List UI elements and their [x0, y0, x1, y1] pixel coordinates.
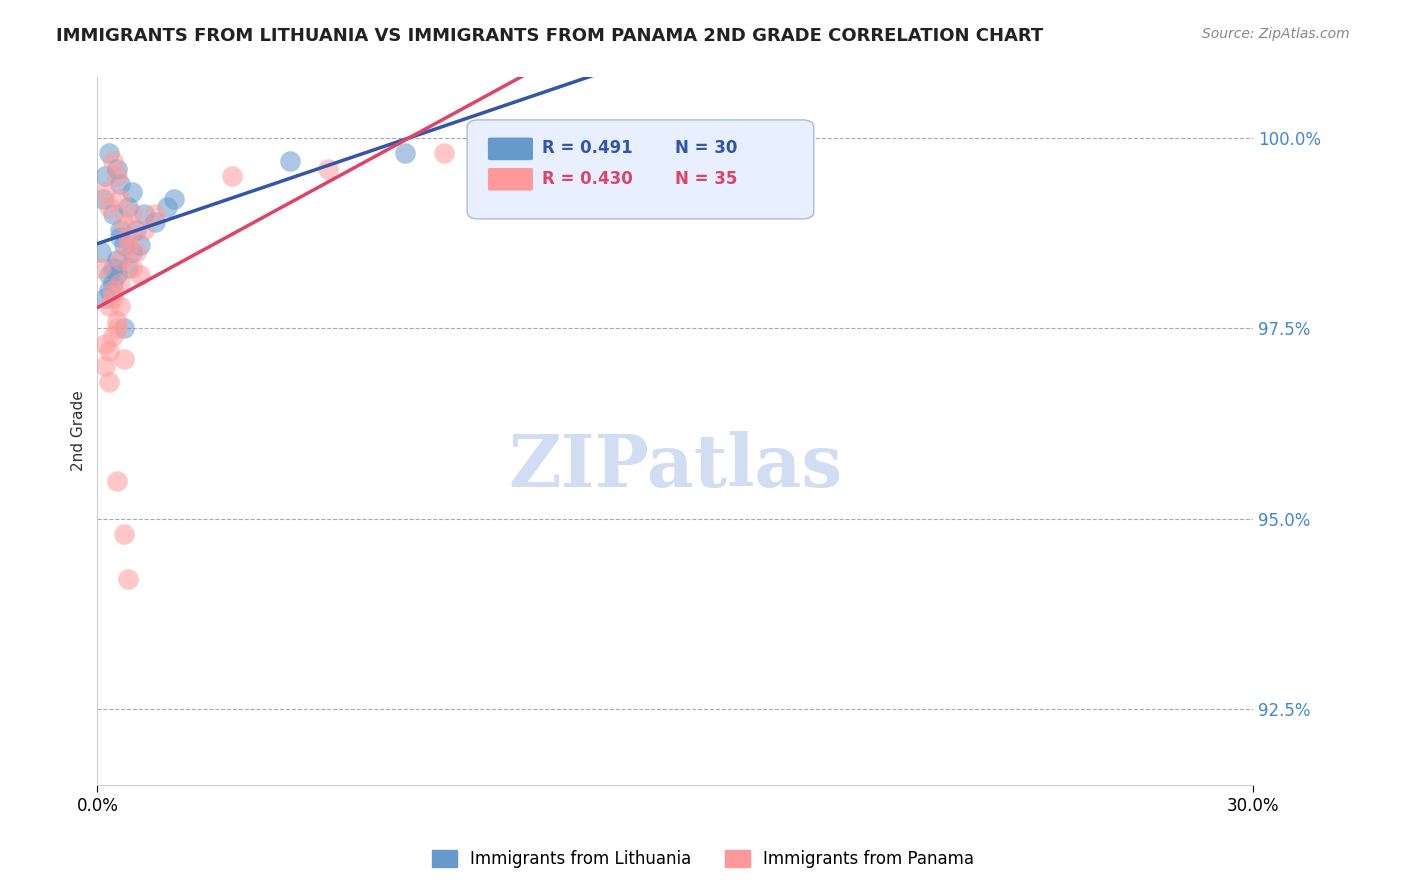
- Immigrants from Lithuania: [101, 260, 124, 275]
- FancyBboxPatch shape: [488, 137, 533, 161]
- Immigrants from Panama: [94, 359, 117, 374]
- Immigrants from Lithuania: [94, 169, 117, 184]
- Immigrants from Lithuania: [97, 284, 120, 298]
- Immigrants from Panama: [97, 299, 120, 313]
- Immigrants from Panama: [105, 474, 128, 488]
- Immigrants from Panama: [97, 344, 120, 359]
- Immigrants from Panama: [125, 245, 148, 260]
- Immigrants from Panama: [112, 215, 135, 229]
- Immigrants from Panama: [94, 185, 117, 199]
- Y-axis label: 2nd Grade: 2nd Grade: [72, 391, 86, 472]
- Immigrants from Lithuania: [105, 161, 128, 176]
- Immigrants from Lithuania: [117, 260, 139, 275]
- Immigrants from Lithuania: [125, 222, 148, 236]
- Immigrants from Lithuania: [105, 268, 128, 283]
- Immigrants from Panama: [128, 268, 150, 283]
- Immigrants from Lithuania: [128, 237, 150, 252]
- Immigrants from Panama: [121, 207, 143, 221]
- Immigrants from Lithuania: [110, 222, 132, 236]
- Text: R = 0.491: R = 0.491: [543, 139, 633, 157]
- Immigrants from Lithuania: [97, 146, 120, 161]
- Immigrants from Lithuania: [394, 146, 416, 161]
- Immigrants from Panama: [112, 351, 135, 366]
- Immigrants from Panama: [143, 207, 166, 221]
- Immigrants from Panama: [110, 192, 132, 206]
- Text: N = 35: N = 35: [675, 169, 738, 187]
- Immigrants from Panama: [221, 169, 243, 184]
- Immigrants from Panama: [101, 284, 124, 298]
- Text: N = 30: N = 30: [675, 139, 738, 157]
- Immigrants from Panama: [117, 237, 139, 252]
- Immigrants from Panama: [105, 314, 128, 328]
- Immigrants from Panama: [132, 222, 155, 236]
- FancyBboxPatch shape: [488, 168, 533, 191]
- Immigrants from Lithuania: [121, 245, 143, 260]
- Immigrants from Lithuania: [121, 185, 143, 199]
- Immigrants from Lithuania: [97, 268, 120, 283]
- Immigrants from Lithuania: [94, 291, 117, 305]
- Immigrants from Panama: [90, 260, 112, 275]
- Immigrants from Panama: [110, 299, 132, 313]
- Immigrants from Panama: [112, 526, 135, 541]
- Immigrants from Panama: [121, 260, 143, 275]
- Immigrants from Lithuania: [101, 207, 124, 221]
- Immigrants from Panama: [105, 169, 128, 184]
- Text: IMMIGRANTS FROM LITHUANIA VS IMMIGRANTS FROM PANAMA 2ND GRADE CORRELATION CHART: IMMIGRANTS FROM LITHUANIA VS IMMIGRANTS …: [56, 27, 1043, 45]
- Text: ZIPatlas: ZIPatlas: [508, 431, 842, 502]
- Text: R = 0.430: R = 0.430: [543, 169, 633, 187]
- Immigrants from Lithuania: [105, 252, 128, 267]
- Immigrants from Panama: [110, 276, 132, 290]
- Immigrants from Panama: [105, 321, 128, 335]
- Immigrants from Panama: [117, 573, 139, 587]
- Text: Source: ZipAtlas.com: Source: ZipAtlas.com: [1202, 27, 1350, 41]
- Immigrants from Lithuania: [156, 200, 179, 214]
- Immigrants from Panama: [117, 230, 139, 244]
- Immigrants from Lithuania: [91, 192, 114, 206]
- Immigrants from Panama: [433, 146, 456, 161]
- Immigrants from Panama: [318, 161, 340, 176]
- Immigrants from Panama: [94, 336, 117, 351]
- Legend: Immigrants from Lithuania, Immigrants from Panama: Immigrants from Lithuania, Immigrants fr…: [425, 843, 981, 875]
- Immigrants from Panama: [110, 252, 132, 267]
- Immigrants from Panama: [97, 200, 120, 214]
- FancyBboxPatch shape: [467, 120, 814, 219]
- Immigrants from Panama: [101, 329, 124, 343]
- Immigrants from Panama: [101, 154, 124, 169]
- Immigrants from Lithuania: [110, 230, 132, 244]
- Immigrants from Lithuania: [112, 321, 135, 335]
- Immigrants from Panama: [101, 291, 124, 305]
- Immigrants from Lithuania: [112, 237, 135, 252]
- Immigrants from Lithuania: [101, 276, 124, 290]
- Immigrants from Lithuania: [143, 215, 166, 229]
- Immigrants from Lithuania: [163, 192, 186, 206]
- Immigrants from Lithuania: [90, 245, 112, 260]
- Immigrants from Panama: [97, 375, 120, 389]
- Immigrants from Lithuania: [132, 207, 155, 221]
- Immigrants from Lithuania: [278, 154, 301, 169]
- Immigrants from Lithuania: [117, 200, 139, 214]
- Immigrants from Lithuania: [110, 177, 132, 191]
